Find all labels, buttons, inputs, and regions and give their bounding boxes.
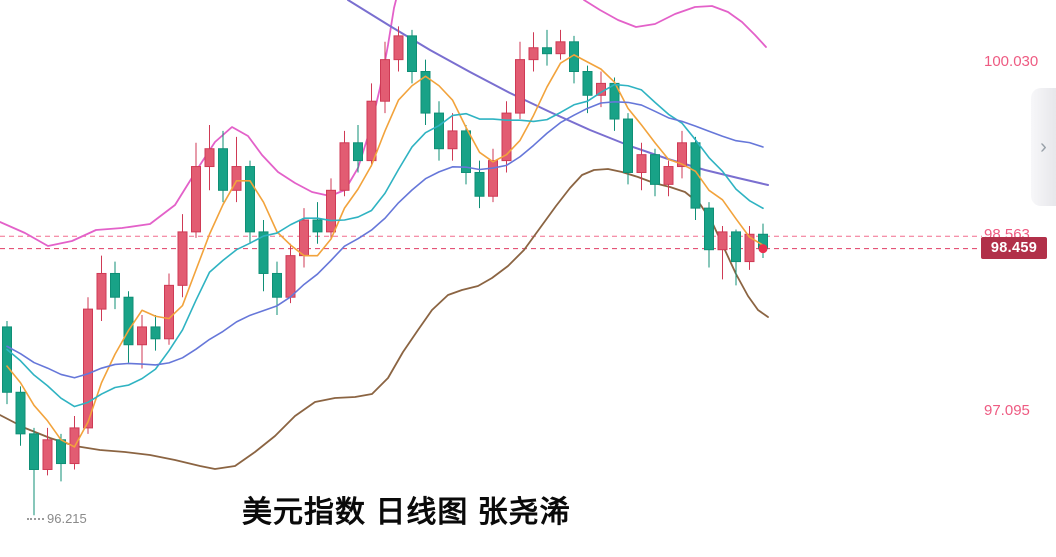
- chart-watermark-title: 美元指数 日线图 张尧浠: [242, 496, 571, 529]
- current-price-badge: 98.459: [981, 237, 1047, 259]
- dotted-leader: [27, 518, 44, 520]
- ma-layer: [6, 54, 764, 448]
- low-price-label: 96.215: [47, 511, 87, 526]
- price-marker: [758, 244, 768, 254]
- price-label-97-095: 97.095: [984, 402, 1030, 419]
- collapse-panel-button[interactable]: ›: [1031, 88, 1056, 206]
- levels-layer: [0, 235, 982, 250]
- chevron-right-icon: ›: [1040, 136, 1047, 158]
- price-label-100-030: 100.030: [984, 53, 1039, 70]
